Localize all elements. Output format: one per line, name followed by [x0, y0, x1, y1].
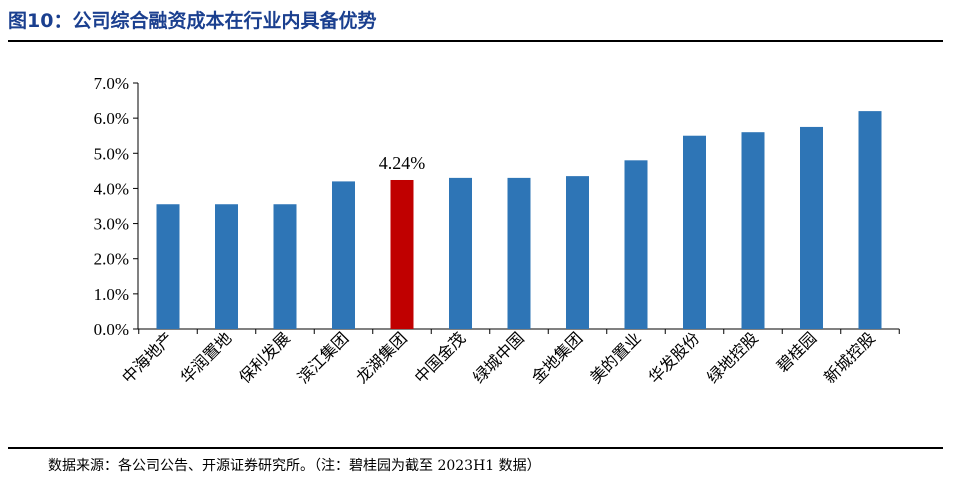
- bar: [449, 177, 472, 329]
- bar: [858, 111, 882, 329]
- x-tick-label: 滨江集团: [294, 328, 353, 387]
- data-label: 4.24%: [379, 153, 426, 173]
- bar: [507, 177, 531, 329]
- bar: [273, 204, 297, 329]
- source-divider: [8, 447, 943, 449]
- x-tick-label: 新城控股: [820, 328, 879, 387]
- x-tick-label: 华发股份: [645, 328, 704, 387]
- x-tick-label: 绿城中国: [469, 328, 528, 387]
- x-tick-label: 绿地控股: [703, 328, 762, 387]
- bar: [156, 204, 180, 329]
- y-tick-label: 6.0%: [94, 109, 129, 128]
- x-tick-label: 金地集团: [528, 328, 587, 387]
- x-tick-label: 保利发展: [235, 328, 294, 387]
- y-tick-label: 4.0%: [94, 179, 129, 198]
- source-note: 数据来源：各公司公告、开源证券研究所。（注：碧桂园为截至 2023H1 数据）: [48, 458, 541, 474]
- bar: [332, 181, 355, 329]
- x-tick-label: 美的置业: [586, 328, 645, 387]
- bar: [741, 132, 765, 329]
- figure-title: 图10：公司综合融资成本在行业内具备优势: [8, 6, 943, 42]
- bar-chart: 0.0%1.0%2.0%3.0%4.0%5.0%6.0%7.0%中海地产 华润置地…: [94, 74, 900, 387]
- x-tick-label: 龙湖集团: [352, 328, 411, 387]
- bar: [800, 126, 823, 329]
- bar: [624, 160, 648, 329]
- bar: [390, 179, 414, 329]
- y-tick-label: 0.0%: [94, 320, 129, 339]
- y-tick-label: 3.0%: [94, 215, 129, 234]
- x-tick-label: 碧桂园: [773, 328, 820, 375]
- y-tick-label: 2.0%: [94, 250, 129, 269]
- x-tick-label: 中国金茂: [411, 328, 470, 387]
- bar: [215, 204, 238, 329]
- bar: [566, 176, 589, 329]
- y-tick-label: 5.0%: [94, 144, 129, 163]
- y-tick-label: 1.0%: [94, 285, 129, 304]
- x-tick-label: 华润置地: [177, 328, 236, 387]
- bar: [683, 135, 706, 329]
- y-tick-label: 7.0%: [94, 74, 129, 93]
